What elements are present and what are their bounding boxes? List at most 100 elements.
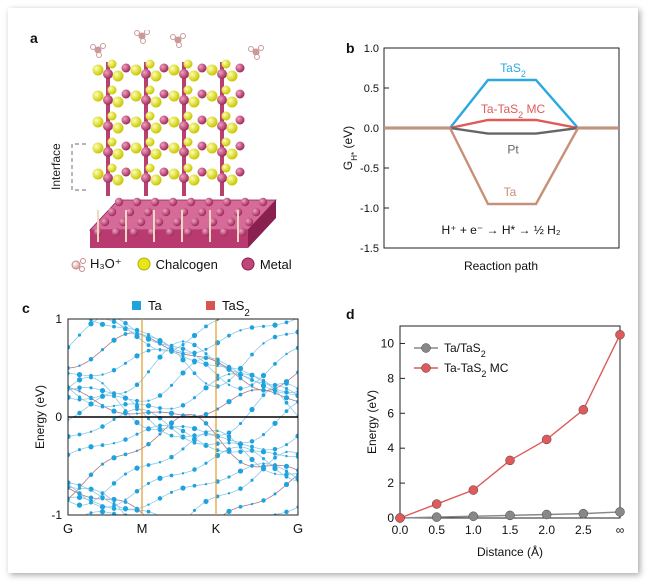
c-band-dot [158,461,162,464]
c-band-line [68,474,298,515]
metal-atom [141,121,151,131]
c-band-dot [169,433,174,438]
chalcogen-atom [130,116,142,128]
c-band-dot [181,447,185,451]
c-band-dot [134,327,140,333]
chalcogen-icon [137,257,151,271]
chalcogen-layers [92,59,245,196]
c-band-dot [169,348,174,353]
c-band-dot [285,450,288,454]
panel-a-letter: a [30,30,38,46]
c-band-dot [158,539,162,543]
c-band-dot [295,329,298,335]
metal-atom [197,89,207,99]
c-band-dot [215,360,220,364]
d-point [468,511,479,522]
c-band-dot [124,498,127,501]
h3o-oxygen [252,48,260,56]
d-xlabel: Distance (Å) [477,544,543,559]
c-band-dot [238,386,243,391]
chalcogen-atom [92,64,104,76]
c-band-dot [191,358,198,364]
c-band-dot [192,350,197,356]
chalcogen-atom [221,163,231,173]
c-band-dot [249,439,255,444]
c-band-dot [146,410,151,415]
c-band-dot [216,319,219,322]
c-band-dot [250,478,254,482]
c-band-dot [158,432,162,436]
c-band-dot [260,383,267,389]
chalcogen-atom [92,116,104,128]
chalcogen-atom [150,96,162,108]
b-ytick-label: 0.0 [364,123,379,135]
chalcogen-atom [150,70,162,82]
c-band-dot [76,494,83,501]
c-band-dot [77,448,82,452]
c-band-dot [134,465,140,471]
c-band-dot [226,430,232,435]
c-kpoint-label: M [137,521,148,536]
chalcogen-atom [92,168,104,180]
c-band-dot [284,400,289,405]
chalcogen-atom [183,111,193,121]
c-band-dot [158,530,161,533]
chalcogen-atom [206,64,218,76]
c-legend-label: TaS2 [222,298,250,319]
c-band-dot [68,452,71,458]
slab-side [248,200,276,248]
c-band-dot [261,380,266,384]
c-band-dot [191,425,198,432]
c-band-dot [192,342,197,348]
c-band-dot [135,449,139,453]
interface-bracket: Interface [49,143,86,191]
hydronium-ions [90,30,264,60]
chalcogen-atom [112,122,124,134]
d-xtick-label: 1.0 [465,523,482,537]
c-band-dot [78,364,81,367]
metal-atom [251,207,261,217]
c-band-dot [169,490,174,494]
c-band-dot [101,492,104,496]
c-band-dot [88,472,94,478]
c-band-dot [88,401,94,407]
chalcogen-atom [107,111,117,121]
chalcogen-atom [183,85,193,95]
c-band-dot [272,420,278,426]
c-band-dot [181,435,185,439]
metal-atom [197,115,207,125]
c-band-dot [192,508,197,512]
c-band-dot [272,527,277,532]
c-band-dot [227,379,231,383]
metal-atom [235,115,245,125]
metal-atom [111,227,121,237]
c-band-dot [159,515,161,517]
metal-atom [121,167,131,177]
d-point [505,510,515,521]
metal-atom [179,173,189,183]
c-band-dot [272,382,278,388]
b-series-label: Ta [504,185,517,199]
c-band-dot [273,387,277,391]
c-band-dot [89,315,93,319]
metal-atom [161,207,171,217]
c-band-dot [273,455,277,460]
c-band-dot [250,444,254,449]
c-band-dot [90,301,92,303]
c-band-dot [68,344,71,350]
c-band-dot [181,541,185,545]
c-band-dot [145,403,152,409]
c-band-dot [112,404,116,408]
chalcogen-atom [112,148,124,160]
chalcogen-atom [206,116,218,128]
c-band-dot [180,485,186,491]
c-band-dot [134,353,140,359]
h3o-hydrogen [90,44,96,50]
c-band-dot [262,448,265,451]
c-band-dot [284,320,289,325]
c-kpoint-label: G [293,521,303,536]
c-band-dot [192,433,197,438]
metal-atom [240,197,250,207]
c-band-dot [227,383,231,387]
metal-atom [103,147,113,157]
